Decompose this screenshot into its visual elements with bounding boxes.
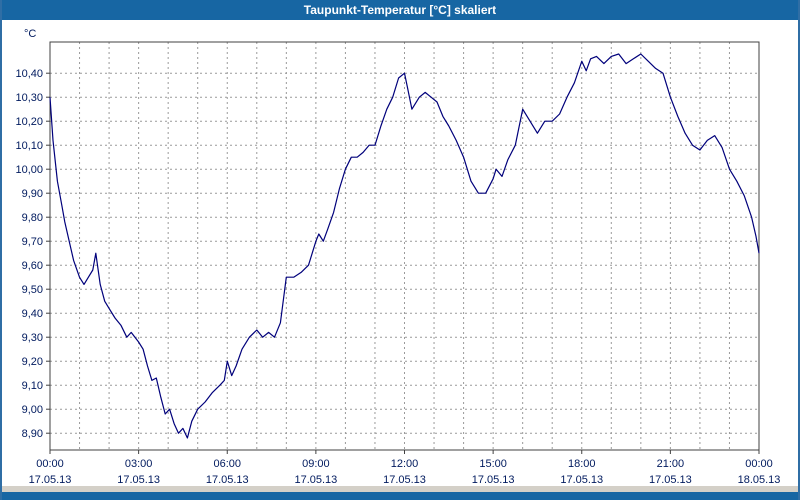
x-axis-date-label: 17.05.13 (117, 474, 160, 486)
window-title: Taupunkt-Temperatur [°C] skaliert (303, 3, 497, 17)
y-axis-tick-label: 10,00 (15, 164, 43, 176)
plot-frame (49, 41, 760, 451)
dewpoint-series-line (49, 53, 760, 439)
y-axis-tick-label: 9,10 (22, 380, 43, 392)
y-axis-tick-label: 10,40 (15, 68, 43, 80)
y-axis-tick-label: 8,90 (22, 428, 43, 440)
x-axis-date-label: 17.05.13 (560, 474, 603, 486)
y-axis-tick-label: 9,30 (22, 332, 43, 344)
y-axis-unit-label: °C (24, 28, 36, 40)
y-axis-tick-label: 10,10 (15, 140, 43, 152)
x-axis-time-label: 15:00 (479, 458, 507, 470)
x-axis-time-label: 00:00 (745, 458, 773, 470)
x-axis-date-label: 17.05.13 (649, 474, 692, 486)
x-axis-time-label: 03:00 (125, 458, 153, 470)
y-axis-tick-label: 9,70 (22, 236, 43, 248)
x-axis-date-label: 17.05.13 (472, 474, 515, 486)
y-axis-tick-label: 9,90 (22, 188, 43, 200)
y-axis-tick-label: 10,30 (15, 92, 43, 104)
x-axis-time-label: 21:00 (657, 458, 685, 470)
x-axis-time-label: 00:00 (36, 458, 64, 470)
dewpoint-line-chart[interactable]: 10,40 10,30 10,20 10,10 10,00 9,90 9,80 9,70 9,6… (2, 20, 798, 486)
x-axis-date-label: 17.05.13 (29, 474, 72, 486)
chart-container: 10,40 10,30 10,20 10,10 10,00 9,90 9,80 9,70 9,6… (2, 20, 798, 486)
y-axis-tick-label: 9,20 (22, 356, 43, 368)
x-axis-date-label: 18.05.13 (738, 474, 781, 486)
y-axis-tick-label: 9,80 (22, 212, 43, 224)
window-bottom-border (2, 492, 798, 500)
y-axis-tick-label: 10,20 (15, 116, 43, 128)
x-axis-date-label: 17.05.13 (294, 474, 337, 486)
x-axis-date-label: 17.05.13 (206, 474, 249, 486)
x-axis-time-label: 12:00 (391, 458, 419, 470)
x-axis-time-label: 18:00 (568, 458, 596, 470)
y-axis-tick-label: 9,60 (22, 260, 43, 272)
y-axis-tick-label: 9,40 (22, 308, 43, 320)
x-axis-date-label: 17.05.13 (383, 474, 426, 486)
x-axis-time-label: 06:00 (213, 458, 241, 470)
x-axis-time-label: 09:00 (302, 458, 330, 470)
window-bottom-gray-strip (2, 486, 798, 492)
y-axis-tick-label: 9,00 (22, 404, 43, 416)
window-titlebar[interactable]: Taupunkt-Temperatur [°C] skaliert (2, 0, 798, 20)
y-axis-tick-label: 9,50 (22, 284, 43, 296)
